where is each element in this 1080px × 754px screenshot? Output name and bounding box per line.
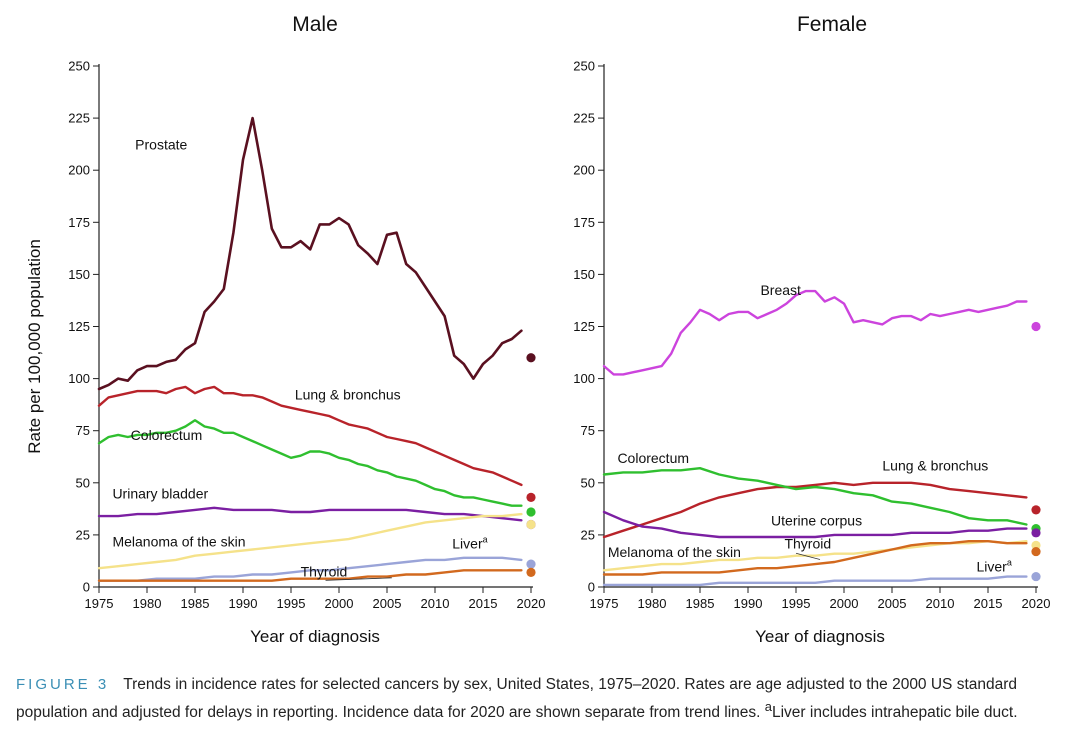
female-x-tick-label: 1995 [782, 596, 811, 611]
female-liver-label-sup: a [1007, 557, 1012, 567]
male-lung-bronchus-label: Lung & bronchus [295, 386, 401, 402]
female-uterine-corpus-line [602, 510, 1028, 539]
female-x-tick-label: 2010 [926, 596, 955, 611]
male-prostate-label: Prostate [135, 136, 187, 152]
caption-footnote-text: Liver includes intrahepatic bile duct. [771, 704, 1018, 722]
female-thyroid-leader-line [795, 552, 821, 560]
female-x-tick-label: 2000 [830, 596, 859, 611]
female-thyroid-line [602, 540, 1028, 576]
female-panel: Female 0 25 50 75 100 125 150 175 200 225 250 1975 19… [573, 13, 1050, 646]
male-thyroid-leader-line [325, 577, 392, 581]
female-y-tick-label: 225 [573, 111, 595, 126]
male-x-tick-label: 1980 [133, 596, 162, 611]
male-liver-line [97, 556, 523, 582]
female-y-tick-label: 125 [573, 319, 595, 334]
male-urinary-bladder-label: Urinary bladder [112, 485, 208, 501]
male-y-tick-label: 250 [68, 59, 90, 74]
female-y-tick-label: 175 [573, 215, 595, 230]
male-colorectum-2020-point [526, 507, 536, 517]
male-y-tick-label: 100 [68, 371, 90, 386]
male-y-tick-label: 175 [68, 215, 90, 230]
male-liver-label-sup: a [483, 534, 488, 544]
male-colorectum-label: Colorectum [131, 427, 203, 443]
female-y-tick-label: 0 [588, 580, 595, 595]
female-x-tick-label: 2005 [878, 596, 907, 611]
female-breast-label: Breast [760, 282, 801, 298]
male-prostate-line [97, 116, 523, 391]
male-y-tick-label: 75 [76, 423, 90, 438]
male-y-tick-label: 50 [76, 475, 90, 490]
male-x-tick-label: 1985 [181, 596, 210, 611]
male-x-tick-label: 1975 [85, 596, 114, 611]
male-liver-label: Livera [452, 534, 487, 551]
male-y-tick-label: 25 [76, 527, 90, 542]
caption-text: Trends in incidence rates for selected c… [16, 676, 1018, 722]
female-x-axis-label: Year of diagnosis [755, 627, 885, 646]
male-x-tick-label: 2020 [517, 596, 546, 611]
male-melanoma-of-the-skin-2020-point [526, 519, 536, 530]
female-uterine-corpus-2020-point [1031, 528, 1041, 538]
female-thyroid-2020-point [1031, 546, 1041, 557]
male-x-tick-label: 2005 [373, 596, 402, 611]
male-x-tick-label: 1995 [277, 596, 306, 611]
female-uterine-corpus-label: Uterine corpus [771, 513, 862, 529]
male-y-tick-label: 150 [68, 267, 90, 282]
female-chart-title: Female [797, 13, 867, 36]
female-liver-label: Livera [976, 557, 1011, 574]
female-y-tick-label: 75 [581, 423, 595, 438]
caption-footnote-mark: a [764, 699, 772, 714]
male-y-axis-label: Rate per 100,000 population [25, 239, 44, 454]
male-lung-bronchus-line [97, 385, 523, 487]
female-liver-line [602, 575, 1028, 587]
male-melanoma-of-the-skin-label: Melanoma of the skin [112, 533, 245, 549]
female-lung-bronchus-line [602, 481, 1028, 539]
female-y-tick-label: 150 [573, 267, 595, 282]
female-x-tick-label: 1985 [686, 596, 715, 611]
male-x-tick-label: 2015 [469, 596, 498, 611]
male-y-tick-label: 225 [68, 111, 90, 126]
female-y-tick-label: 250 [573, 59, 595, 74]
female-breast-2020-point [1031, 321, 1041, 332]
female-x-tick-label: 1990 [734, 596, 763, 611]
male-chart-title: Male [292, 13, 338, 36]
male-x-axis-label: Year of diagnosis [250, 627, 380, 646]
male-liver-2020-point [526, 559, 536, 569]
female-thyroid-label: Thyroid [784, 535, 831, 551]
female-melanoma-of-the-skin-label: Melanoma of the skin [608, 544, 741, 560]
male-x-tick-label: 2000 [325, 596, 354, 611]
female-colorectum-line [602, 467, 1028, 526]
male-y-tick-label: 0 [83, 580, 90, 595]
female-breast-line [602, 289, 1028, 376]
female-colorectum-label: Colorectum [617, 450, 689, 466]
female-x-tick-label: 2015 [974, 596, 1003, 611]
male-x-tick-label: 1990 [229, 596, 258, 611]
female-x-tick-label: 1980 [638, 596, 667, 611]
male-urinary-bladder-line [97, 506, 523, 522]
female-x-tick-label: 2020 [1022, 596, 1051, 611]
male-thyroid-label: Thyroid [301, 564, 348, 580]
male-panel: Male 0 25 50 75 100 125 150 175 200 225 250 1975 1980… [25, 13, 545, 646]
female-lung-bronchus-2020-point [1031, 505, 1041, 515]
male-prostate-2020-point [526, 353, 536, 363]
female-liver-2020-point [1031, 571, 1041, 582]
female-y-tick-label: 25 [581, 527, 595, 542]
male-thyroid-2020-point [526, 567, 536, 578]
male-y-tick-label: 125 [68, 319, 90, 334]
female-y-tick-label: 50 [581, 475, 595, 490]
male-colorectum-line [97, 419, 523, 507]
male-y-tick-label: 200 [68, 163, 90, 178]
male-melanoma-of-the-skin-line [97, 512, 523, 570]
female-y-tick-label: 100 [573, 371, 595, 386]
female-x-tick-label: 1975 [590, 596, 619, 611]
figure-caption: FIGURE 3 Trends in incidence rates for s… [16, 674, 1066, 724]
figure-label: FIGURE 3 [16, 676, 110, 693]
female-y-tick-label: 200 [573, 163, 595, 178]
male-x-tick-label: 2010 [421, 596, 450, 611]
male-lung-bronchus-2020-point [526, 492, 536, 502]
female-lung-bronchus-label: Lung & bronchus [882, 457, 988, 473]
male-thyroid-line [97, 569, 523, 582]
